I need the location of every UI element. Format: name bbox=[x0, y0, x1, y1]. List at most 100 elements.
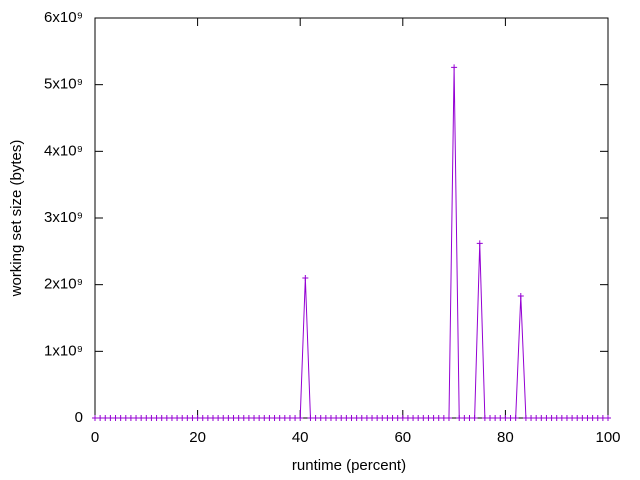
point bbox=[338, 415, 345, 421]
point bbox=[507, 415, 514, 421]
point bbox=[297, 415, 304, 421]
y-axis-label: working set size (bytes) bbox=[8, 140, 25, 298]
point bbox=[497, 415, 504, 421]
point bbox=[199, 415, 206, 421]
point bbox=[307, 415, 314, 421]
point bbox=[97, 415, 104, 421]
point bbox=[384, 415, 391, 421]
point bbox=[605, 415, 611, 421]
point bbox=[394, 415, 401, 421]
y-tick-label: 4x10⁹ bbox=[44, 142, 83, 159]
point bbox=[327, 415, 334, 421]
y-tick-label: 5x10⁹ bbox=[44, 76, 83, 93]
point bbox=[404, 415, 411, 421]
point bbox=[563, 415, 570, 421]
point bbox=[245, 415, 252, 421]
x-tick-label: 40 bbox=[292, 429, 309, 446]
point bbox=[317, 415, 324, 421]
point bbox=[389, 415, 396, 421]
point bbox=[174, 415, 181, 421]
point bbox=[148, 415, 155, 421]
point bbox=[374, 415, 381, 421]
point bbox=[425, 415, 432, 421]
point bbox=[286, 415, 293, 421]
point bbox=[512, 415, 519, 421]
plot-frame bbox=[94, 17, 609, 419]
point bbox=[410, 415, 417, 421]
point bbox=[466, 415, 473, 421]
point bbox=[194, 415, 201, 421]
point bbox=[168, 415, 175, 421]
point bbox=[415, 415, 422, 421]
point bbox=[184, 415, 191, 421]
x-tick-label: 60 bbox=[394, 429, 411, 446]
point bbox=[117, 415, 124, 421]
point bbox=[343, 415, 350, 421]
point bbox=[440, 415, 447, 421]
point bbox=[225, 415, 232, 421]
point bbox=[138, 415, 145, 421]
point bbox=[517, 293, 524, 299]
point bbox=[363, 415, 370, 421]
point bbox=[553, 415, 560, 421]
point bbox=[451, 64, 458, 71]
point bbox=[240, 415, 247, 421]
x-tick-label: 100 bbox=[595, 429, 620, 446]
point bbox=[179, 415, 186, 421]
point bbox=[271, 415, 278, 421]
point bbox=[235, 415, 242, 421]
point bbox=[589, 415, 596, 421]
point bbox=[538, 415, 545, 421]
point bbox=[584, 415, 591, 421]
point bbox=[220, 415, 227, 421]
point bbox=[163, 415, 170, 421]
point bbox=[430, 415, 437, 421]
x-tick-label: 20 bbox=[189, 429, 206, 446]
point bbox=[579, 415, 586, 421]
point bbox=[133, 415, 140, 421]
x-tick-label: 0 bbox=[91, 429, 99, 446]
point bbox=[204, 415, 211, 421]
point bbox=[543, 415, 550, 421]
point bbox=[522, 415, 529, 421]
point bbox=[353, 415, 360, 421]
y-tick-label: 0 bbox=[75, 409, 83, 426]
point bbox=[599, 415, 606, 421]
point bbox=[276, 415, 283, 421]
point bbox=[476, 240, 483, 247]
point bbox=[92, 415, 98, 421]
point bbox=[107, 415, 114, 421]
point bbox=[594, 415, 601, 421]
point bbox=[122, 415, 129, 421]
point bbox=[153, 415, 160, 421]
point bbox=[256, 415, 263, 421]
point bbox=[487, 415, 494, 421]
point bbox=[558, 415, 565, 421]
point bbox=[379, 415, 386, 421]
point bbox=[322, 415, 329, 421]
y-tick-label: 1x10⁹ bbox=[44, 342, 83, 359]
point bbox=[348, 415, 355, 421]
point bbox=[302, 275, 309, 281]
point bbox=[209, 415, 216, 421]
point bbox=[112, 415, 119, 421]
point bbox=[548, 415, 555, 421]
point bbox=[528, 415, 535, 421]
point bbox=[435, 415, 442, 421]
point bbox=[281, 415, 288, 421]
point bbox=[502, 415, 509, 421]
point bbox=[333, 415, 340, 421]
y-tick-label: 2x10⁹ bbox=[44, 276, 83, 293]
y-tick-label: 3x10⁹ bbox=[44, 209, 83, 226]
point bbox=[261, 415, 268, 421]
point bbox=[127, 415, 134, 421]
point bbox=[445, 415, 452, 421]
point bbox=[292, 415, 299, 421]
point bbox=[158, 415, 165, 421]
point bbox=[143, 415, 150, 421]
point bbox=[471, 415, 478, 421]
point bbox=[358, 415, 365, 421]
point bbox=[420, 415, 427, 421]
x-axis-label: runtime (percent) bbox=[292, 457, 406, 474]
